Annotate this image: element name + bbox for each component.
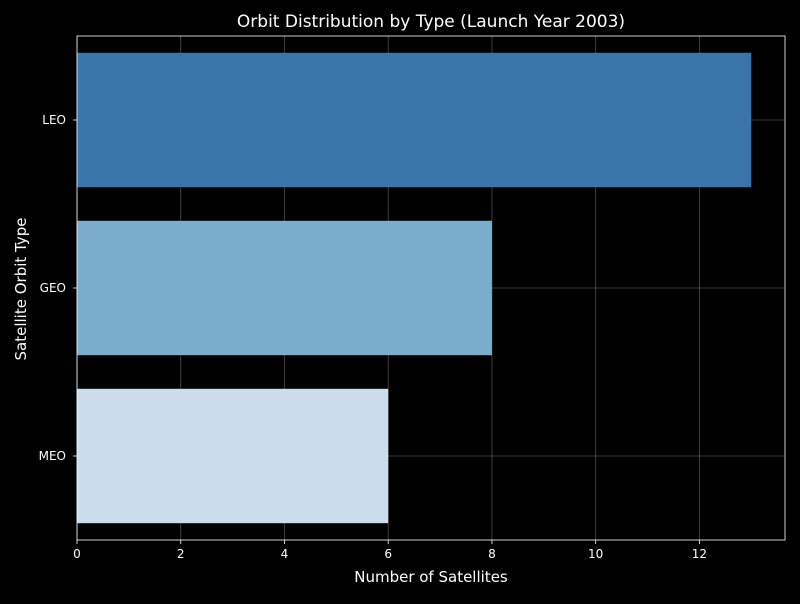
x-tick-label: 6 <box>384 547 392 561</box>
y-tick-label-meo: MEO <box>39 449 66 463</box>
y-axis-ticks: LEO GEO MEO <box>39 113 77 463</box>
bars <box>77 52 752 524</box>
bar-geo <box>77 220 492 356</box>
y-tick-label-leo: LEO <box>42 113 66 127</box>
x-tick-label: 2 <box>177 547 185 561</box>
chart-title: Orbit Distribution by Type (Launch Year … <box>237 12 625 32</box>
x-axis-ticks: 0 2 4 6 8 10 12 <box>73 540 707 561</box>
x-tick-label: 0 <box>73 547 81 561</box>
x-tick-label: 4 <box>281 547 289 561</box>
bar-leo <box>77 52 752 188</box>
y-tick-label-geo: GEO <box>40 281 66 295</box>
x-axis-title: Number of Satellites <box>354 568 508 586</box>
bar-meo <box>77 388 389 524</box>
x-tick-label: 8 <box>488 547 496 561</box>
x-tick-label: 12 <box>692 547 707 561</box>
y-axis-title: Satellite Orbit Type <box>12 218 30 361</box>
x-tick-label: 10 <box>588 547 603 561</box>
